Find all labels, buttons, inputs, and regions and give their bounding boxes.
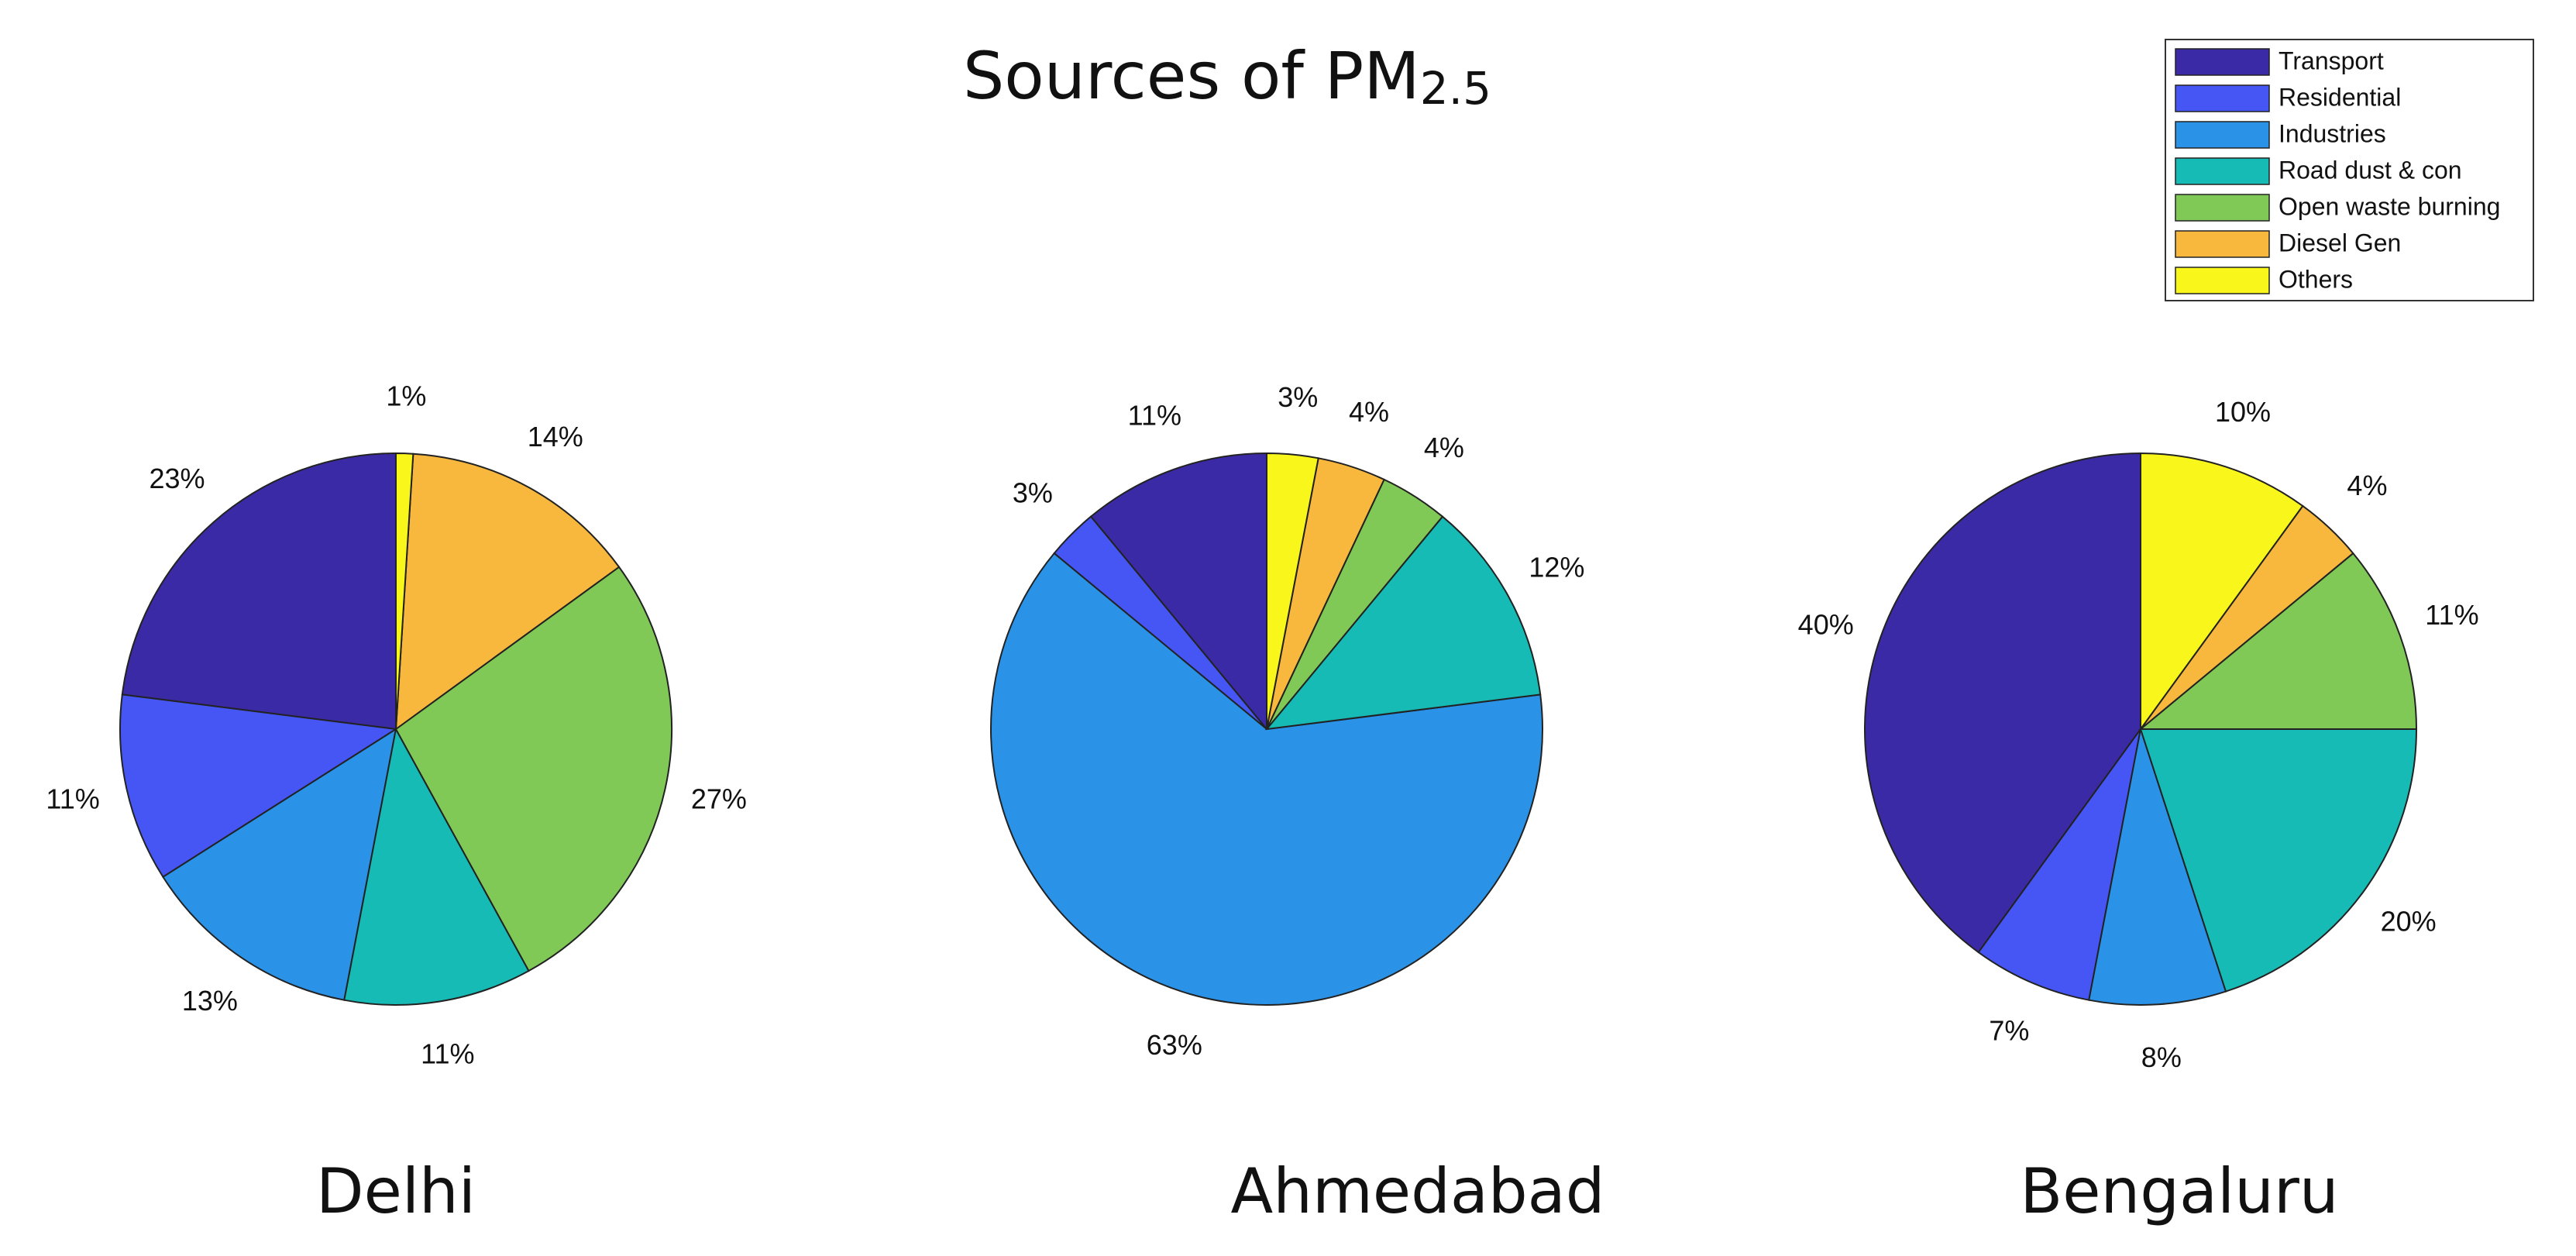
legend-label: Diesel Gen [2279,229,2401,256]
data-label: 14% [528,421,583,453]
pie-slice [1864,452,2141,954]
legend-label: Transport [2279,46,2384,74]
pie-slice [1264,515,1542,731]
data-label: 11% [46,783,99,815]
legend-swatch [2175,267,2270,294]
pie-slice [2138,552,2418,730]
data-label: 63% [1147,1029,1202,1061]
data-label: 4% [1424,432,1464,463]
data-label: 23% [149,463,205,494]
pie-slice [2088,728,2227,1006]
legend-label: Others [2279,265,2353,293]
pie-title: Ahmedabad [1231,1155,1605,1227]
data-label: 4% [2347,470,2387,501]
data-label: 20% [2381,906,2437,938]
data-label: 27% [691,783,747,815]
data-label: 3% [1278,381,1318,413]
legend-label: Road dust & con [2279,156,2462,184]
pie-title: Delhi [316,1155,476,1227]
pie-slice [119,693,398,879]
pie-slice [395,452,414,730]
title-main: Sources of PM [963,38,1420,114]
data-label: 11% [421,1037,474,1069]
pie-slice [1266,452,1319,730]
legend-swatch [2175,157,2270,185]
legend-label: Industries [2279,119,2386,147]
legend-swatch [2175,194,2270,222]
pie-slice [990,552,1543,1006]
legend-swatch [2175,48,2270,76]
pie-slice [394,453,621,731]
pie-title: Bengaluru [2020,1155,2338,1227]
data-label: 4% [1349,396,1389,428]
data-label: 11% [1128,400,1181,432]
data-label: 13% [182,985,238,1017]
data-label: 1% [386,380,426,412]
data-label: 3% [1013,477,1053,508]
data-label: 12% [1529,552,1584,583]
chart-title: Sources of PM2.5 [963,38,1491,115]
data-label: 40% [1798,609,1854,641]
data-label: 11% [2425,599,2478,631]
pie-slice [1089,452,1267,731]
pie-slice [343,727,530,1006]
pie-slice [162,727,397,1001]
pie-slice [2140,452,2304,732]
pie-slice [2139,728,2418,993]
data-label: 10% [2215,396,2271,428]
legend-swatch [2175,230,2270,258]
title-subscript: 2.5 [1420,62,1491,115]
pie-slice [1977,728,2141,1001]
legend-swatch [2175,84,2270,112]
data-label: 7% [1989,1015,2029,1047]
legend-swatch [2175,121,2270,149]
pie-slice [121,452,397,731]
pie-slice [394,566,672,972]
legend-label: Open waste burning [2279,192,2500,220]
legend-label: Residential [2279,83,2401,111]
data-label: 8% [2141,1041,2182,1073]
